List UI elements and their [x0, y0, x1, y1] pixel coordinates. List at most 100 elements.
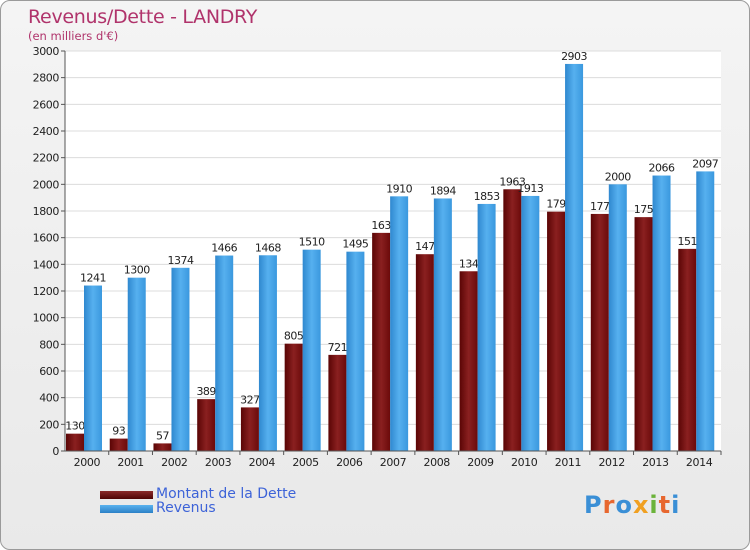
bar-revenus — [171, 267, 190, 451]
x-tick-label: 2007 — [380, 456, 407, 469]
x-tick-label: 2012 — [598, 456, 624, 469]
logo-letter: i — [671, 491, 681, 519]
y-tick-label: 400 — [39, 392, 59, 405]
bar-debt — [415, 254, 434, 451]
bar-revenus — [696, 171, 715, 451]
data-label-debt: 147 — [415, 240, 435, 253]
y-tick-label: 0 — [52, 445, 59, 458]
legend-label-debt: Montant de la Dette — [156, 486, 297, 502]
bar-revenus — [258, 255, 277, 451]
data-label-revenus: 1241 — [80, 272, 106, 285]
bar-revenus — [215, 255, 234, 451]
data-label-revenus: 1466 — [211, 242, 237, 255]
data-label-debt: 1963 — [499, 175, 525, 188]
chart-subtitle: (en milliers d'€) — [28, 29, 119, 43]
logo-letter: o — [615, 491, 633, 519]
x-tick-label: 2001 — [117, 456, 143, 469]
bar-debt — [109, 438, 128, 451]
x-tick-label: 2005 — [292, 456, 319, 469]
y-tick-label: 2600 — [33, 98, 60, 111]
x-tick-label: 2011 — [555, 456, 581, 469]
x-tick-label: 2009 — [467, 456, 494, 469]
bars: 130 1241 93 1300 57 1374 389 1466 327 1468 805 1510… — [65, 50, 719, 452]
bar-revenus — [127, 277, 146, 451]
legend-swatch-revenus — [100, 505, 153, 513]
data-label-debt: 179 — [546, 198, 566, 211]
bar-debt — [66, 433, 84, 451]
data-label-revenus: 1374 — [167, 254, 193, 267]
data-label-debt: 163 — [371, 219, 391, 232]
logo-letter: i — [649, 491, 659, 519]
data-label-debt: 175 — [634, 203, 654, 216]
bar-debt — [328, 354, 347, 451]
bar-debt — [459, 271, 478, 451]
bar-revenus — [302, 249, 321, 451]
data-label-revenus: 1910 — [386, 182, 412, 195]
bar-debt — [590, 213, 609, 451]
data-label-debt: 93 — [112, 425, 125, 438]
bar-revenus — [390, 196, 409, 451]
y-tick-label: 2200 — [33, 152, 60, 165]
y-tick-label: 1600 — [33, 232, 60, 245]
data-label-debt: 177 — [590, 200, 610, 213]
proxiti-logo: Proxiti — [584, 491, 680, 519]
bar-revenus — [608, 184, 627, 452]
bar-debt — [153, 443, 172, 451]
bar-debt — [372, 232, 391, 451]
y-tick-label: 2000 — [33, 178, 60, 191]
y-tick-label: 1400 — [33, 258, 60, 271]
data-label-revenus: 1300 — [124, 264, 150, 277]
data-label-revenus: 1495 — [342, 238, 368, 251]
logo-letter: t — [658, 491, 672, 519]
data-label-debt: 151 — [678, 235, 698, 248]
bar-debt — [197, 399, 216, 451]
x-tick-label: 2003 — [205, 456, 232, 469]
bar-debt — [678, 248, 697, 451]
bar-debt — [240, 407, 259, 451]
x-tick-label: 2010 — [511, 456, 538, 469]
y-tick-label: 1800 — [33, 205, 60, 218]
x-tick-label: 2013 — [642, 456, 669, 469]
x-axis-ticks: 2000 2001 2002 2003 2004 2005 2006 2007 2008 2009… — [74, 451, 722, 469]
chart-title: Revenus/Dette - LANDRY — [28, 6, 258, 28]
logo-letter: P — [584, 491, 603, 519]
data-label-revenus: 1468 — [255, 241, 281, 254]
x-tick-label: 2014 — [686, 456, 713, 469]
data-label-debt: 721 — [328, 341, 348, 354]
logo-letter: x — [632, 491, 650, 519]
y-tick-label: 1200 — [33, 285, 60, 298]
y-axis-ticks: 0 200 400 600 800 1000 1200 1400 1600 1800 2000 220… — [33, 45, 65, 458]
bar-revenus — [433, 198, 452, 451]
data-label-revenus: 1510 — [299, 236, 325, 249]
data-label-revenus: 2066 — [649, 162, 675, 175]
bar-revenus — [521, 195, 540, 451]
bar-revenus — [346, 251, 365, 451]
bar-debt — [634, 217, 653, 451]
data-label-revenus: 2903 — [561, 50, 587, 63]
bar-debt — [547, 211, 566, 451]
y-tick-label: 600 — [39, 365, 59, 378]
y-tick-label: 2800 — [33, 72, 60, 85]
logo-letter: r — [602, 491, 616, 519]
y-tick-label: 1000 — [33, 312, 60, 325]
data-label-revenus: 2097 — [692, 157, 718, 170]
data-label-debt: 57 — [156, 429, 169, 442]
x-tick-label: 2008 — [424, 456, 451, 469]
data-label-revenus: 1853 — [474, 190, 500, 203]
y-tick-label: 3000 — [33, 45, 60, 58]
bar-debt — [284, 343, 303, 451]
x-tick-label: 2006 — [336, 456, 363, 469]
data-label-debt: 805 — [284, 330, 304, 343]
data-label-debt: 134 — [459, 257, 479, 270]
data-label-debt: 327 — [240, 393, 260, 406]
bar-debt — [503, 189, 522, 451]
x-tick-label: 2002 — [161, 456, 187, 469]
bar-revenus — [652, 175, 671, 452]
legend-swatch-debt — [100, 491, 153, 499]
data-label-debt: 389 — [196, 385, 216, 398]
bar-revenus — [477, 203, 496, 451]
x-tick-label: 2004 — [249, 456, 276, 469]
bar-revenus — [565, 63, 584, 451]
